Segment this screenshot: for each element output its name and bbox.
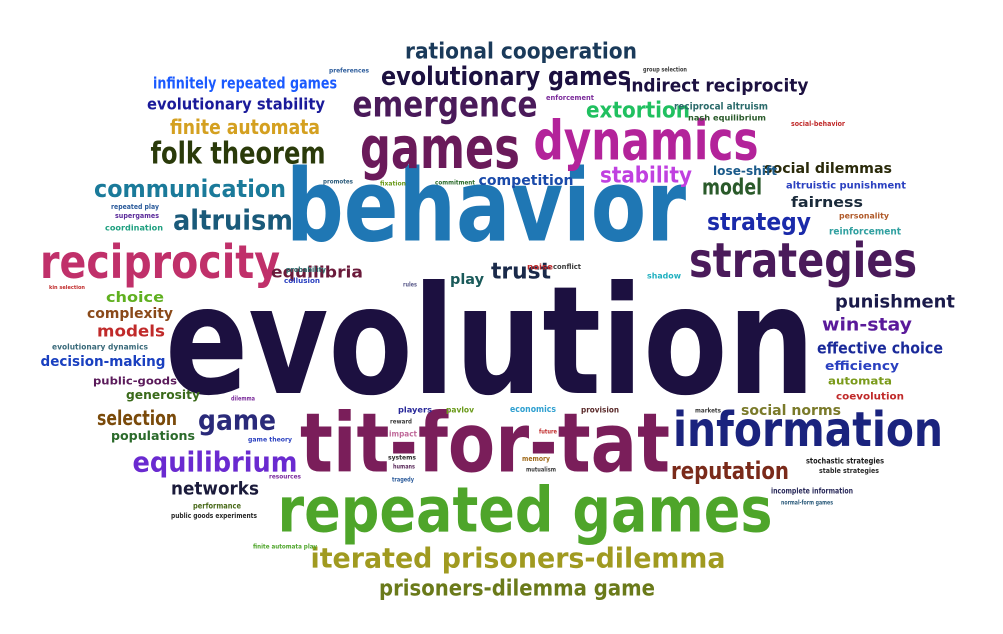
word-behavior: behavior — [286, 148, 687, 265]
word-finite-automata-play: finite automata play — [253, 544, 317, 551]
word-reciprocal-altruism: reciprocal altruism — [674, 102, 768, 113]
word-tit-for-tat: tit-for-tat — [300, 397, 670, 492]
word-punishment: punishment — [835, 292, 955, 313]
word-repeated-games: repeated games — [278, 474, 773, 547]
word-rational-cooperation: rational cooperation — [405, 40, 637, 65]
word-pavlov: pavlov — [446, 406, 475, 415]
word-collusion: collusion — [284, 277, 320, 285]
word-reward: reward — [390, 419, 412, 426]
word-reciprocity: reciprocity — [40, 235, 280, 289]
word-promotes: promotes — [323, 179, 353, 186]
word-equilibrium: equilibrium — [133, 446, 298, 479]
word-social-behavior: social-behavior — [791, 120, 845, 128]
word-impact: impact — [389, 430, 417, 439]
word-coevolution: coevolution — [836, 392, 904, 403]
word-stochastic-strategies: stochastic strategies — [806, 457, 884, 466]
word-mutualism: mutualism — [526, 467, 556, 474]
word-finite-automata: finite automata — [170, 115, 320, 139]
word-strategy: strategy — [707, 208, 811, 236]
word-humans: humans — [393, 464, 415, 471]
word-coordination: coordination — [105, 224, 163, 233]
word-play: play — [450, 272, 484, 288]
word-emergence: emergence — [353, 85, 538, 126]
word-group-selection: group selection — [643, 67, 687, 74]
word-stable-strategies: stable strategies — [819, 467, 879, 475]
word-systems: systems — [388, 455, 416, 462]
word-kin-selection: kin selection — [49, 285, 85, 291]
word-dynamics: dynamics — [534, 110, 759, 173]
word-normal-form-games: normal-form games — [781, 500, 833, 507]
word-fixation: fixation — [380, 181, 406, 188]
word-extortion: extortion — [586, 99, 690, 124]
word-evolutionary-stability: evolutionary stability — [147, 95, 326, 114]
word-communication: communication — [94, 175, 286, 203]
word-rules: rules — [403, 282, 417, 289]
word-model: model — [702, 176, 762, 201]
word-economics: economics — [510, 405, 556, 415]
word-effective-choice: effective choice — [817, 339, 943, 358]
word-choice: choice — [106, 290, 164, 306]
word-evolutionary-games: evolutionary games — [381, 62, 631, 92]
word-strategies: strategies — [689, 233, 917, 289]
word-altruism: altruism — [173, 204, 293, 237]
word-information: information — [673, 402, 943, 458]
word-iterated-prisoners-dilemma: iterated prisoners-dilemma — [311, 542, 726, 575]
word-win-stay: win-stay — [822, 315, 912, 336]
word-games: games — [360, 114, 520, 182]
word-resources: resources — [269, 474, 301, 481]
word-fairness: fairness — [791, 195, 863, 211]
word-reinforcement: reinforcement — [829, 227, 901, 238]
word-personality: personality — [839, 212, 890, 221]
word-models: models — [97, 322, 165, 341]
word-indirect-reciprocity: indirect reciprocity — [626, 76, 809, 97]
word-evolutionary-dynamics: evolutionary dynamics — [52, 343, 148, 352]
word-enforcement: enforcement — [546, 94, 595, 102]
word-decision-making: decision-making — [41, 354, 166, 370]
word-noise: noise — [527, 263, 554, 272]
word-incomplete-information: incomplete information — [771, 487, 853, 496]
word-equilibria: equilibria — [271, 263, 363, 282]
word-complexity: complexity — [87, 306, 173, 322]
word-lose-shift: lose-shift — [713, 164, 777, 178]
word-probability: probability — [286, 266, 326, 274]
word-public-goods: public-goods — [93, 375, 177, 388]
word-markets: markets — [695, 408, 721, 415]
word-prisoners-dilemma-game: prisoners-dilemma game — [379, 577, 655, 602]
word-efficiency: efficiency — [825, 359, 899, 373]
word-repeated-play: repeated play — [111, 203, 159, 211]
word-commitment: commitment — [435, 180, 475, 187]
word-social-norms: social norms — [741, 403, 841, 419]
word-future: future — [539, 429, 557, 436]
word-game-theory: game theory — [248, 437, 292, 444]
word-selection: selection — [97, 406, 177, 430]
word-social-dilemmas: social dilemmas — [764, 161, 892, 177]
word-performance: performance — [193, 502, 241, 511]
word-conflict: conflict — [553, 263, 582, 271]
word-evolution: evolution — [165, 255, 815, 429]
word-memory: memory — [522, 455, 550, 463]
word-reputation: reputation — [671, 457, 789, 485]
word-infinitely-repeated-games: infinitely repeated games — [153, 74, 337, 93]
word-provision: provision — [581, 406, 619, 415]
word-preferences: preferences — [329, 68, 369, 75]
word-automata: automata — [828, 375, 892, 388]
word-shadow: shadow — [647, 272, 682, 281]
word-supergames: supergames — [115, 212, 159, 220]
word-tragedy: tragedy — [392, 477, 414, 484]
word-players: players — [398, 406, 432, 415]
word-public-goods-experiments: public goods experiments — [171, 512, 257, 520]
word-nash-equilibrium: nash equilibrium — [688, 114, 766, 123]
word-dilemma: dilemma — [231, 396, 255, 403]
word-competition: competition — [479, 173, 574, 189]
word-trust: trust — [491, 260, 551, 285]
word-stability: stability — [600, 164, 692, 189]
word-generosity: generosity — [126, 388, 200, 402]
word-networks: networks — [171, 479, 259, 500]
word-altruistic-punishment: altruistic punishment — [786, 181, 906, 192]
word-folk-theorem: folk theorem — [151, 137, 326, 172]
word-game: game — [198, 404, 276, 437]
word-populations: populations — [111, 429, 195, 443]
